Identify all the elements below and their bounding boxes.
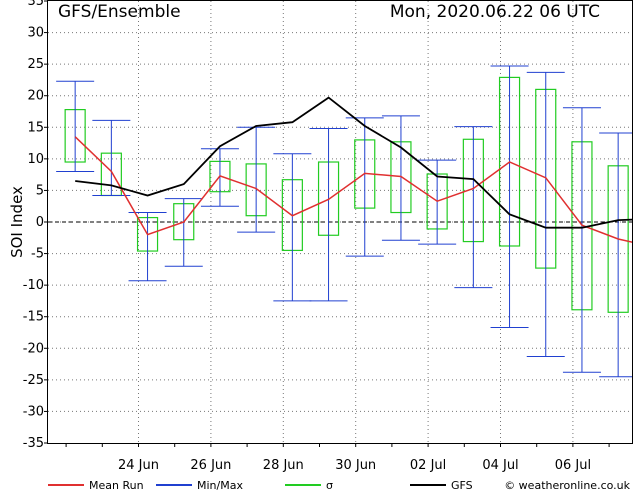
legend-label: Mean Run [89,479,144,490]
legend-label: σ [326,479,333,490]
x-tick-label: 24 Jun [118,458,159,473]
y-tick-label: -35 [23,436,44,451]
grid-lines [48,1,632,443]
x-tick-label: 26 Jun [190,458,231,473]
y-tick-label: -20 [23,341,44,356]
y-tick-label: -25 [23,373,44,388]
y-tick-label: 25 [27,57,44,72]
y-tick-label: 35 [27,0,44,9]
gfs-line [75,96,632,229]
y-axis-label: SOI Index [8,186,26,258]
x-tick-label: 02 Jul [410,458,446,473]
x-tick-label: 04 Jul [482,458,518,473]
y-tick-label: 15 [27,120,44,135]
legend-label: GFS [451,479,473,490]
y-tick-label: 20 [27,89,44,104]
x-tick-label: 06 Jul [555,458,591,473]
y-tick-label: 30 [27,26,44,41]
x-tick-label: 30 Jun [335,458,376,473]
axis-ticks: 35 30 25 20 15 10 5 0 -5 -10 -15 -20 -25 -30 -35 24 Jun… [23,0,610,473]
series-lines [74,96,632,243]
y-tick-label: -5 [31,247,44,262]
y-tick-label: 10 [27,152,44,167]
y-tick-label: 0 [36,215,44,230]
x-tick-label: 28 Jun [263,458,304,473]
legend-label: Min/Max [197,479,243,490]
y-tick-label: 5 [36,183,44,198]
mean-run-line [74,136,632,243]
legend: Mean Run Min/Max σ GFS © weatheronline.co.uk [48,479,631,490]
y-tick-label: -30 [23,404,44,419]
chart-subtitle: Mon, 2020.06.22 06 UTC [390,2,600,22]
chart-title: GFS/Ensemble [58,2,181,22]
min-max-whiskers [56,65,632,378]
copyright-text: © weatheronline.co.uk [504,479,630,490]
y-tick-label: -10 [23,278,44,293]
y-tick-label: -15 [23,310,44,325]
